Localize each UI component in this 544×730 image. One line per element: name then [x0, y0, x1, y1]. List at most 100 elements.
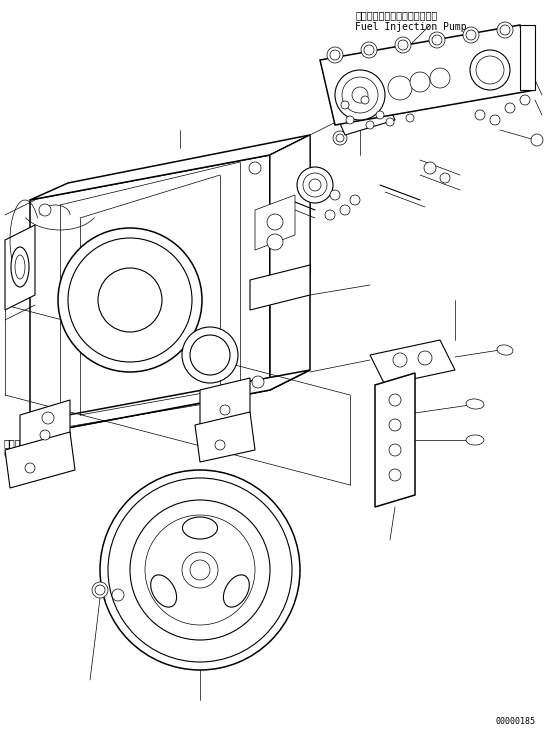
Circle shape: [470, 50, 510, 90]
Polygon shape: [520, 25, 535, 90]
Circle shape: [424, 162, 436, 174]
Circle shape: [100, 470, 300, 670]
Circle shape: [432, 35, 442, 45]
Circle shape: [112, 589, 124, 601]
Circle shape: [406, 114, 414, 122]
Ellipse shape: [151, 575, 177, 607]
Circle shape: [389, 444, 401, 456]
Circle shape: [389, 469, 401, 481]
Circle shape: [249, 162, 261, 174]
Polygon shape: [270, 135, 310, 390]
Circle shape: [440, 173, 450, 183]
Polygon shape: [270, 135, 310, 295]
Text: 00000185: 00000185: [496, 717, 536, 726]
Polygon shape: [370, 340, 455, 385]
Circle shape: [500, 25, 510, 35]
Circle shape: [350, 195, 360, 205]
Circle shape: [39, 204, 51, 216]
Circle shape: [303, 173, 327, 197]
Circle shape: [430, 68, 450, 88]
Circle shape: [531, 134, 543, 146]
Circle shape: [505, 103, 515, 113]
Text: フェルインジェクションポンプ: フェルインジェクションポンプ: [355, 10, 437, 20]
Circle shape: [336, 134, 344, 142]
Circle shape: [388, 76, 412, 100]
Circle shape: [386, 118, 394, 126]
Polygon shape: [330, 85, 395, 135]
Circle shape: [25, 463, 35, 473]
Text: Fuel Injection Pump: Fuel Injection Pump: [355, 22, 467, 32]
Circle shape: [418, 351, 432, 365]
Ellipse shape: [497, 345, 513, 355]
Polygon shape: [5, 225, 35, 310]
Circle shape: [520, 95, 530, 105]
Circle shape: [393, 353, 407, 367]
Circle shape: [398, 40, 408, 50]
Circle shape: [366, 121, 374, 129]
Circle shape: [190, 560, 210, 580]
Circle shape: [252, 376, 264, 388]
Circle shape: [330, 190, 340, 200]
Circle shape: [364, 45, 374, 55]
Circle shape: [98, 268, 162, 332]
Circle shape: [309, 179, 321, 191]
Circle shape: [215, 440, 225, 450]
Circle shape: [182, 327, 238, 383]
Ellipse shape: [11, 247, 29, 287]
Circle shape: [68, 238, 192, 362]
Circle shape: [346, 116, 354, 124]
Polygon shape: [30, 370, 310, 435]
Circle shape: [352, 87, 368, 103]
Ellipse shape: [466, 435, 484, 445]
Circle shape: [333, 131, 347, 145]
Circle shape: [475, 110, 485, 120]
Circle shape: [145, 515, 255, 625]
Circle shape: [330, 50, 340, 60]
Polygon shape: [195, 412, 255, 462]
Circle shape: [497, 22, 513, 38]
Circle shape: [389, 394, 401, 406]
Circle shape: [95, 585, 105, 595]
Circle shape: [342, 77, 378, 113]
Circle shape: [429, 32, 445, 48]
Circle shape: [376, 111, 384, 119]
Circle shape: [40, 430, 50, 440]
Circle shape: [389, 419, 401, 431]
Polygon shape: [375, 373, 415, 507]
Circle shape: [490, 115, 500, 125]
Circle shape: [130, 500, 270, 640]
Circle shape: [361, 96, 369, 104]
Polygon shape: [30, 155, 270, 435]
Circle shape: [42, 412, 54, 424]
Polygon shape: [250, 265, 310, 310]
Polygon shape: [30, 135, 310, 200]
Circle shape: [267, 214, 283, 230]
Polygon shape: [200, 378, 250, 430]
Circle shape: [410, 72, 430, 92]
Polygon shape: [5, 432, 75, 488]
Circle shape: [361, 42, 377, 58]
Circle shape: [267, 234, 283, 250]
Circle shape: [340, 205, 350, 215]
Circle shape: [297, 167, 333, 203]
Text: ギヤーケース: ギヤーケース: [4, 438, 39, 448]
Circle shape: [341, 101, 349, 109]
Circle shape: [466, 30, 476, 40]
Circle shape: [182, 552, 218, 588]
Circle shape: [327, 47, 343, 63]
Ellipse shape: [224, 575, 249, 607]
Ellipse shape: [182, 517, 218, 539]
Circle shape: [220, 405, 230, 415]
Polygon shape: [255, 195, 295, 250]
Circle shape: [325, 210, 335, 220]
Circle shape: [58, 228, 202, 372]
Circle shape: [476, 56, 504, 84]
Circle shape: [92, 582, 108, 598]
Polygon shape: [320, 25, 535, 125]
Polygon shape: [20, 400, 70, 455]
Circle shape: [463, 27, 479, 43]
Circle shape: [190, 335, 230, 375]
Circle shape: [108, 478, 292, 662]
Ellipse shape: [15, 255, 25, 279]
Ellipse shape: [466, 399, 484, 409]
